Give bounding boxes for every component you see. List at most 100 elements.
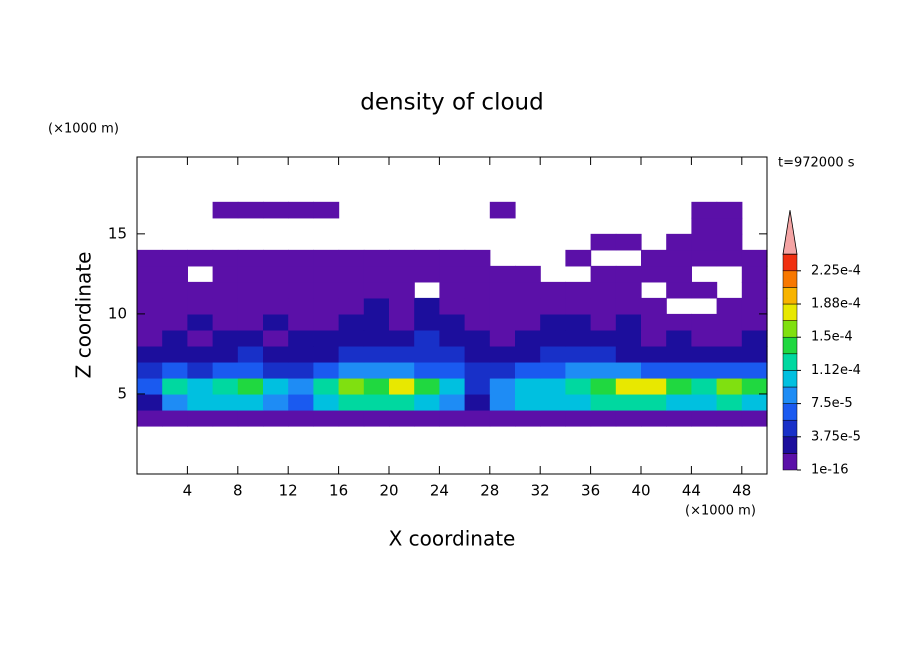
contour-cell — [288, 345, 314, 363]
contour-cell — [363, 313, 390, 331]
contour-cell — [515, 265, 541, 283]
contour-cell — [338, 249, 365, 267]
contour-cell — [313, 393, 340, 411]
contour-cell — [263, 393, 289, 411]
contour-cell — [439, 345, 466, 363]
contour-cell — [741, 249, 768, 267]
contour-cell — [464, 361, 491, 379]
contour-cell — [288, 281, 314, 299]
colorbar-tick-label: 3.75e-5 — [811, 429, 861, 444]
contour-cell — [741, 281, 768, 299]
contour-cell — [590, 265, 617, 283]
contour-cell — [565, 297, 592, 315]
contour-cell — [590, 297, 617, 315]
contour-cell — [439, 329, 466, 347]
contour-cell — [741, 313, 768, 331]
contour-cell — [741, 345, 768, 363]
contour-cell — [212, 377, 239, 395]
contour-cell — [389, 393, 415, 411]
contour-cell — [389, 249, 415, 267]
contour-cell — [691, 409, 718, 427]
contour-cell — [237, 249, 264, 267]
contour-cell — [263, 361, 289, 379]
contour-cell — [641, 345, 667, 363]
contour-cell — [313, 377, 340, 395]
contour-cell — [313, 265, 340, 283]
contour-cell — [590, 329, 617, 347]
colorbar-band — [782, 353, 798, 371]
contour-cell — [237, 265, 264, 283]
contour-cell — [590, 233, 617, 251]
contour-cell — [565, 377, 592, 395]
contour-cell — [338, 313, 365, 331]
contour-cell — [363, 281, 390, 299]
contour-cell — [389, 377, 415, 395]
contour-cell — [515, 377, 541, 395]
contour-cell — [716, 313, 743, 331]
contour-cell — [263, 409, 289, 427]
plot-frame — [136, 156, 768, 475]
contour-cell — [464, 281, 491, 299]
colorbar-band — [782, 320, 798, 338]
contour-cell — [615, 313, 642, 331]
contour-cell — [338, 361, 365, 379]
contour-cell — [590, 345, 617, 363]
contour-cell — [414, 409, 440, 427]
contour-cell — [716, 217, 743, 235]
y-axis-label: Z coordinate — [72, 252, 96, 379]
contour-cell — [162, 297, 188, 315]
contour-cell — [237, 313, 264, 331]
contour-cell — [263, 345, 289, 363]
contour-cell — [313, 345, 340, 363]
contour-cell — [641, 393, 667, 411]
contour-cell — [237, 297, 264, 315]
contour-cell — [338, 281, 365, 299]
contour-cell — [716, 345, 743, 363]
contour-cell — [363, 377, 390, 395]
contour-cell — [187, 329, 214, 347]
contour-cell — [641, 329, 667, 347]
contour-cell — [313, 361, 340, 379]
contour-cell — [716, 393, 743, 411]
contour-cell — [741, 409, 768, 427]
contour-cell — [716, 409, 743, 427]
contour-cell — [489, 393, 516, 411]
contour-cell — [439, 313, 466, 331]
contour-cell — [691, 281, 718, 299]
contour-cell — [137, 313, 163, 331]
contour-cell — [741, 361, 768, 379]
contour-cell — [666, 345, 692, 363]
contour-cell — [338, 409, 365, 427]
contour-cell — [363, 345, 390, 363]
contour-cell — [137, 345, 163, 363]
contour-cell — [389, 361, 415, 379]
colorbar-tick-label: 7.5e-5 — [811, 396, 853, 411]
contour-cell — [641, 409, 667, 427]
contour-cell — [489, 313, 516, 331]
contour-cell — [615, 329, 642, 347]
contour-cell — [137, 393, 163, 411]
contour-cell — [212, 297, 239, 315]
contour-cell — [691, 217, 718, 235]
contour-cell — [515, 409, 541, 427]
contour-cell — [641, 265, 667, 283]
contour-cell — [313, 297, 340, 315]
contour-cell — [540, 313, 566, 331]
contour-cell — [489, 329, 516, 347]
contour-cell — [288, 393, 314, 411]
x-tick-label: 24 — [430, 482, 449, 500]
contour-cell — [565, 281, 592, 299]
contour-cell — [489, 377, 516, 395]
contour-cell — [389, 313, 415, 331]
contour-cell — [489, 265, 516, 283]
y-tick-label: 5 — [117, 384, 127, 402]
contour-cell — [313, 249, 340, 267]
contour-cell — [641, 377, 667, 395]
contour-cell — [540, 361, 566, 379]
contour-cell — [439, 377, 466, 395]
colorbar-band — [782, 336, 798, 355]
contour-cell — [464, 329, 491, 347]
contour-cell — [237, 377, 264, 395]
x-tick-label: 20 — [379, 482, 398, 500]
